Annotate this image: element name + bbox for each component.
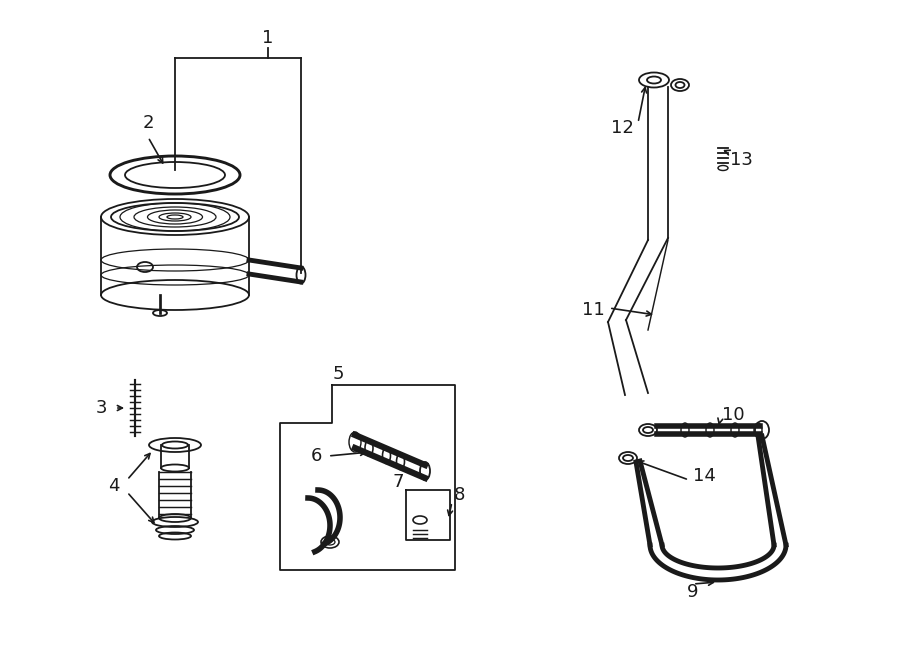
Text: 8: 8 — [454, 486, 465, 504]
Text: 12: 12 — [611, 119, 634, 137]
Text: 14: 14 — [693, 467, 716, 485]
Text: 2: 2 — [142, 114, 154, 132]
Text: 3: 3 — [95, 399, 107, 417]
Text: 10: 10 — [722, 406, 744, 424]
Text: 5: 5 — [332, 365, 344, 383]
Text: 9: 9 — [688, 583, 698, 601]
Text: 11: 11 — [582, 301, 605, 319]
Text: 13: 13 — [730, 151, 753, 169]
Text: 4: 4 — [109, 477, 120, 495]
Text: 1: 1 — [262, 29, 274, 47]
Text: 7: 7 — [392, 473, 404, 491]
Text: 6: 6 — [310, 447, 322, 465]
